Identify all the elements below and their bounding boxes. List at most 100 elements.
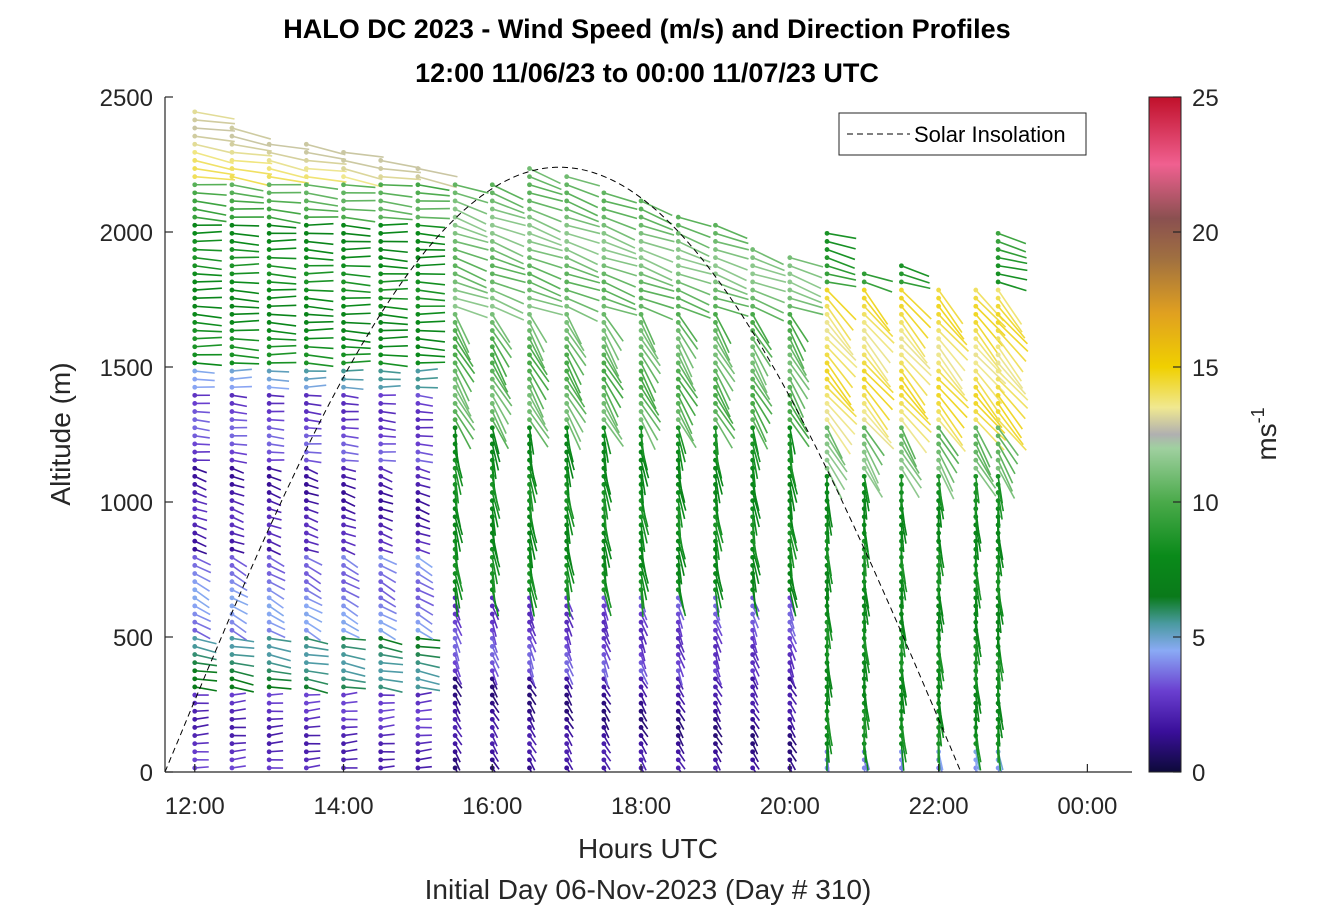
wind-barb-point: [341, 660, 346, 666]
wind-barb: [565, 516, 571, 544]
wind-barb-point: [415, 271, 421, 277]
wind-barb: [231, 564, 247, 577]
wind-barb: [677, 370, 699, 399]
wind-barb: [528, 419, 549, 448]
wind-barb: [306, 327, 334, 332]
wind-barb-point: [415, 579, 421, 585]
wind-barb-point: [601, 222, 607, 228]
wind-barb-point: [192, 230, 198, 236]
wind-barb-point: [341, 449, 346, 455]
wind-barb: [863, 321, 894, 353]
wind-barb: [789, 581, 799, 609]
wind-barb: [789, 289, 823, 304]
wind-barb: [194, 678, 218, 682]
wind-barb-point: [638, 660, 644, 666]
wind-barb-point: [341, 328, 346, 333]
wind-barb: [751, 451, 759, 479]
wind-barb: [269, 247, 297, 251]
wind-barb: [306, 279, 334, 283]
wind-barb: [528, 313, 548, 344]
wind-barb-point: [341, 490, 346, 495]
wind-barb-point: [564, 311, 570, 317]
wind-barb: [380, 167, 421, 174]
wind-barb: [343, 175, 383, 188]
wind-barb-point: [341, 514, 346, 520]
wind-barb-point: [415, 441, 421, 447]
wind-barb: [454, 459, 464, 487]
wind-barb: [863, 362, 894, 394]
wind-barb-point: [638, 684, 644, 690]
wind-barb: [603, 500, 607, 528]
wind-barb-point: [527, 328, 532, 333]
wind-barb: [863, 459, 881, 492]
wind-barb: [900, 289, 932, 320]
wind-barb: [454, 192, 489, 204]
wind-barb: [343, 289, 371, 294]
wind-barb: [454, 402, 476, 431]
wind-barb: [491, 557, 499, 585]
wind-barb: [454, 265, 487, 282]
wind-barb-point: [713, 230, 718, 236]
wind-barb: [565, 646, 573, 662]
wind-barb: [715, 232, 749, 245]
wind-barb-point: [861, 433, 867, 439]
wind-barb: [997, 378, 1029, 410]
wind-barb-point: [266, 716, 272, 722]
wind-barb: [306, 410, 322, 416]
wind-barb-point: [713, 692, 718, 698]
wind-barb-point: [638, 271, 644, 277]
wind-barb-point: [564, 749, 570, 755]
wind-barb-point: [713, 384, 718, 390]
wind-barb: [677, 638, 685, 653]
wind-barb-point: [229, 457, 235, 463]
wind-barb-point: [452, 279, 458, 285]
wind-barb-point: [527, 198, 532, 204]
wind-barb-point: [995, 336, 1001, 342]
wind-barb-point: [341, 554, 346, 560]
wind-barb-point: [229, 206, 235, 212]
wind-barb: [343, 645, 366, 651]
wind-barb-point: [936, 352, 941, 358]
wind-barb-point: [341, 465, 346, 471]
wind-barb: [900, 435, 918, 468]
wind-barb: [194, 572, 211, 583]
wind-barb: [603, 629, 611, 645]
wind-barb-point: [192, 749, 198, 755]
wind-barb-point: [192, 166, 198, 171]
wind-barb-point: [452, 692, 458, 698]
wind-profile-12: [192, 109, 236, 771]
wind-barb-point: [675, 303, 681, 309]
wind-barb-point: [378, 538, 384, 544]
wind-barb: [231, 661, 255, 668]
wind-barb-point: [489, 417, 495, 423]
wind-barb: [997, 500, 1001, 528]
wind-barb-point: [750, 263, 756, 269]
wind-barb: [826, 305, 852, 341]
wind-barb: [826, 459, 846, 491]
wind-barb-point: [601, 368, 607, 374]
wind-barb-point: [936, 384, 941, 390]
wind-barb: [231, 669, 254, 678]
wind-barb: [268, 597, 284, 609]
wind-barb-point: [824, 384, 830, 390]
wind-barb-point: [564, 279, 570, 285]
wind-barb-point: [750, 765, 756, 771]
wind-barb-point: [452, 190, 458, 196]
wind-barb-point: [899, 441, 904, 447]
wind-barb-point: [415, 692, 421, 698]
wind-barb-point: [415, 684, 421, 690]
wind-barb-point: [601, 392, 607, 398]
wind-barb-point: [192, 271, 198, 277]
wind-barb: [491, 354, 507, 386]
wind-barb-point: [638, 733, 644, 738]
wind-barb: [937, 346, 963, 382]
wind-barb: [715, 305, 749, 318]
wind-barb-point: [229, 149, 235, 155]
wind-barb: [194, 435, 210, 439]
wind-barb-point: [341, 627, 346, 633]
wind-barb-point: [192, 603, 198, 609]
wind-barb: [343, 353, 371, 356]
wind-barb: [528, 589, 536, 617]
wind-barb-point: [750, 328, 756, 333]
wind-barb-point: [489, 336, 495, 342]
